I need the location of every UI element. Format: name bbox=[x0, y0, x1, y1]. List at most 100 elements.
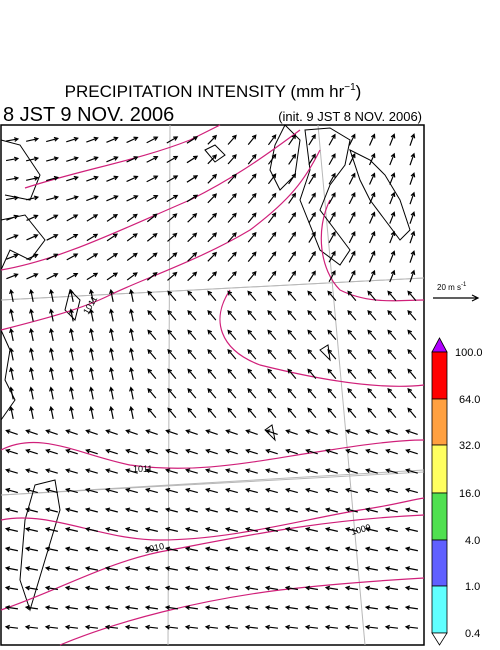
wind-arrow bbox=[367, 407, 377, 418]
wind-arrow bbox=[146, 213, 158, 223]
wind-arrow bbox=[129, 308, 134, 322]
wind-arrow bbox=[287, 309, 297, 321]
wind-arrow bbox=[227, 193, 237, 204]
wind-arrow bbox=[367, 348, 377, 360]
wind-vectors bbox=[4, 133, 419, 630]
wind-arrow bbox=[64, 507, 78, 513]
wind-arrow bbox=[389, 230, 396, 244]
isobars bbox=[0, 124, 425, 646]
wind-arrow bbox=[84, 507, 98, 513]
wind-arrow bbox=[308, 211, 316, 224]
wind-arrow bbox=[109, 327, 114, 341]
wind-arrow bbox=[304, 526, 318, 532]
wind-arrow bbox=[224, 546, 238, 552]
wind-arrow bbox=[45, 429, 58, 436]
wind-arrow bbox=[207, 290, 217, 301]
wind-arrow bbox=[264, 546, 278, 552]
wind-arrow bbox=[49, 347, 54, 361]
wind-arrow bbox=[5, 468, 18, 474]
wind-arrow bbox=[325, 468, 338, 474]
wind-arrow bbox=[4, 605, 19, 611]
wind-arrow bbox=[125, 487, 138, 494]
wind-arrow bbox=[327, 368, 337, 379]
wind-arrow bbox=[345, 468, 358, 474]
wind-arrow bbox=[124, 585, 139, 591]
wind-arrow bbox=[308, 250, 316, 263]
wind-arrow bbox=[6, 214, 19, 221]
wind-arrow bbox=[307, 309, 317, 321]
wind-arrow bbox=[106, 175, 119, 182]
wind-arrow bbox=[126, 175, 139, 183]
wind-arrow bbox=[264, 526, 278, 532]
wind-arrow bbox=[385, 487, 398, 494]
wind-arrow bbox=[267, 251, 277, 263]
wind-arrow bbox=[308, 153, 316, 165]
wind-arrow bbox=[347, 387, 357, 399]
wind-arrow bbox=[207, 232, 218, 243]
wind-arrow bbox=[69, 366, 74, 380]
wind-arrow bbox=[409, 230, 416, 244]
wind-arrow bbox=[348, 133, 356, 146]
wind-arrow bbox=[126, 136, 139, 144]
wind-arrow bbox=[46, 136, 60, 143]
wind-arrow bbox=[66, 156, 79, 162]
colorbar-bin bbox=[431, 492, 448, 541]
wind-arrow bbox=[409, 152, 416, 166]
wind-arrow bbox=[44, 526, 58, 532]
wind-arrow bbox=[167, 271, 178, 281]
wind-arrow bbox=[407, 290, 417, 301]
wind-arrow bbox=[409, 191, 416, 205]
wind-arrow bbox=[147, 329, 157, 340]
wind-arrow bbox=[126, 272, 138, 281]
wind-arrow bbox=[267, 134, 277, 146]
wind-arrow bbox=[407, 387, 417, 399]
wind-arrow bbox=[367, 329, 377, 340]
wind-arrow bbox=[104, 585, 119, 591]
wind-arrow bbox=[288, 231, 297, 243]
wind-arrow bbox=[187, 271, 198, 282]
wind-arrow bbox=[389, 133, 396, 146]
vector-legend-arrow bbox=[433, 294, 480, 302]
wind-arrow bbox=[224, 526, 238, 532]
wind-arrow bbox=[247, 309, 257, 321]
colorbar-label: 4.0 bbox=[465, 535, 480, 547]
wind-arrow bbox=[86, 175, 99, 182]
isobar-label: 1010 bbox=[143, 541, 165, 555]
wind-arrow bbox=[304, 566, 319, 571]
wind-arrow bbox=[324, 585, 339, 591]
wind-arrow bbox=[344, 507, 358, 513]
wind-arrow bbox=[224, 585, 239, 591]
wind-arrow bbox=[227, 212, 237, 223]
wind-arrow bbox=[167, 348, 177, 360]
wind-arrow bbox=[84, 624, 99, 630]
wind-arrow bbox=[5, 195, 20, 201]
wind-arrow bbox=[4, 526, 18, 532]
wind-arrow bbox=[204, 566, 219, 571]
wind-arrow bbox=[384, 526, 398, 532]
wind-arrow bbox=[46, 175, 60, 182]
wind-arrow bbox=[384, 624, 399, 630]
wind-arrow bbox=[204, 546, 218, 552]
wind-arrow bbox=[106, 213, 119, 222]
wind-arrow bbox=[225, 429, 238, 436]
wind-arrow bbox=[145, 468, 158, 474]
colorbar-under bbox=[431, 632, 448, 646]
wind-arrow bbox=[45, 448, 58, 455]
title-end: ) bbox=[356, 82, 362, 101]
wind-arrow bbox=[288, 192, 297, 204]
wind-arrow bbox=[365, 468, 378, 474]
wind-arrow bbox=[187, 232, 198, 243]
wind-arrow bbox=[165, 468, 178, 474]
wind-arrow bbox=[167, 329, 177, 340]
wind-arrow bbox=[66, 136, 79, 143]
wind-arrow bbox=[124, 546, 138, 552]
wind-arrow bbox=[89, 386, 94, 400]
wind-arrow bbox=[267, 173, 277, 185]
wind-arrow bbox=[387, 329, 397, 340]
wind-arrow bbox=[164, 507, 178, 513]
wind-arrow bbox=[46, 273, 59, 280]
wind-arrow bbox=[26, 214, 39, 221]
wind-arrow bbox=[65, 468, 78, 474]
wind-arrow bbox=[387, 309, 397, 321]
wind-arrow bbox=[66, 195, 79, 201]
